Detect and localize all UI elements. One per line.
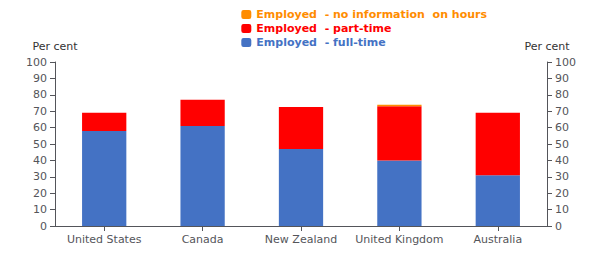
svg-text:0: 0 — [555, 220, 562, 233]
svg-text:Per cent: Per cent — [524, 40, 570, 53]
svg-text:100: 100 — [555, 56, 576, 69]
svg-text:80: 80 — [33, 88, 47, 101]
svg-text:80: 80 — [555, 88, 569, 101]
svg-text:Australia: Australia — [473, 233, 522, 246]
svg-text:Employed - no information on: Employed - no information on hours — [256, 8, 487, 21]
svg-text:United Kingdom: United Kingdom — [355, 233, 443, 246]
svg-text:New Zealand: New Zealand — [265, 233, 337, 246]
svg-text:Employed - part-time: Employed - part-time — [256, 22, 391, 35]
svg-text:20: 20 — [33, 187, 47, 200]
svg-text:10: 10 — [33, 203, 47, 216]
svg-text:United States: United States — [67, 233, 142, 246]
svg-text:0: 0 — [40, 220, 47, 233]
svg-text:90: 90 — [33, 72, 47, 85]
svg-text:Canada: Canada — [182, 233, 224, 246]
svg-text:Per cent: Per cent — [32, 40, 78, 53]
svg-text:50: 50 — [33, 138, 47, 151]
svg-text:100: 100 — [26, 56, 47, 69]
svg-text:60: 60 — [555, 121, 569, 134]
svg-text:60: 60 — [33, 121, 47, 134]
svg-text:50: 50 — [555, 138, 569, 151]
svg-text:Employed - full-time: Employed - full-time — [256, 36, 385, 49]
svg-text:30: 30 — [555, 170, 569, 183]
svg-text:40: 40 — [555, 154, 569, 167]
svg-text:90: 90 — [555, 72, 569, 85]
svg-text:20: 20 — [555, 187, 569, 200]
svg-text:10: 10 — [555, 203, 569, 216]
svg-text:70: 70 — [555, 105, 569, 118]
svg-text:40: 40 — [33, 154, 47, 167]
svg-text:70: 70 — [33, 105, 47, 118]
svg-text:30: 30 — [33, 170, 47, 183]
